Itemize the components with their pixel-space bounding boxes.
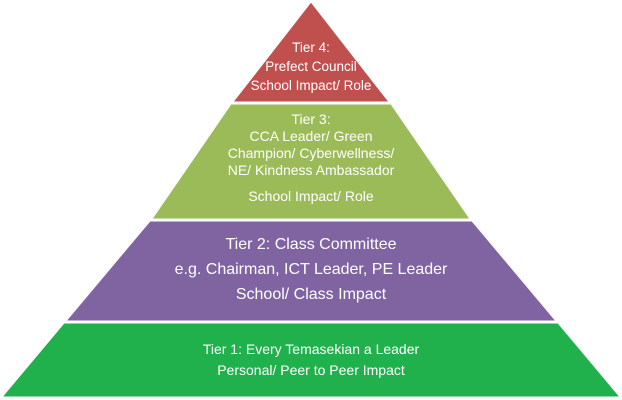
tier-1-line: Personal/ Peer to Peer Impact <box>217 362 405 378</box>
tier-3-band <box>151 103 471 220</box>
tier-4-line: Prefect Council <box>265 59 357 74</box>
tier-1-label: Tier 1: Every Temasekian a Leader Person… <box>0 339 622 381</box>
tier-2-line: School/ Class Impact <box>235 286 387 303</box>
tier-2-band <box>64 220 558 322</box>
tier-3-line: Champion/ Cyberwellness/ <box>227 145 395 161</box>
tier-2-line: Tier 2: Class Committee <box>225 236 397 253</box>
tier-1-band <box>0 322 622 398</box>
tier-3-line: School Impact/ Role <box>248 188 374 204</box>
tier-4-band <box>231 1 391 103</box>
tier-3-label: Tier 3: CCA Leader/ Green Champion/ Cybe… <box>0 111 622 205</box>
tier-1-line: Tier 1: Every Temasekian a Leader <box>202 341 420 357</box>
tier-3-line: CCA Leader/ Green <box>249 128 373 144</box>
tier-2-label: Tier 2: Class Committee e.g. Chairman, I… <box>0 232 622 307</box>
tier-4-line: School Impact/ Role <box>250 78 372 93</box>
tier-4-line: Tier 4: <box>292 40 330 55</box>
tier-2-line: e.g. Chairman, ICT Leader, PE Leader <box>174 261 448 278</box>
tier-3-line: NE/ Kindness Ambassador <box>227 162 395 178</box>
tier-3-line: Tier 3: <box>291 111 331 127</box>
tier-4-label: Tier 4: Prefect Council School Impact/ R… <box>0 38 622 95</box>
